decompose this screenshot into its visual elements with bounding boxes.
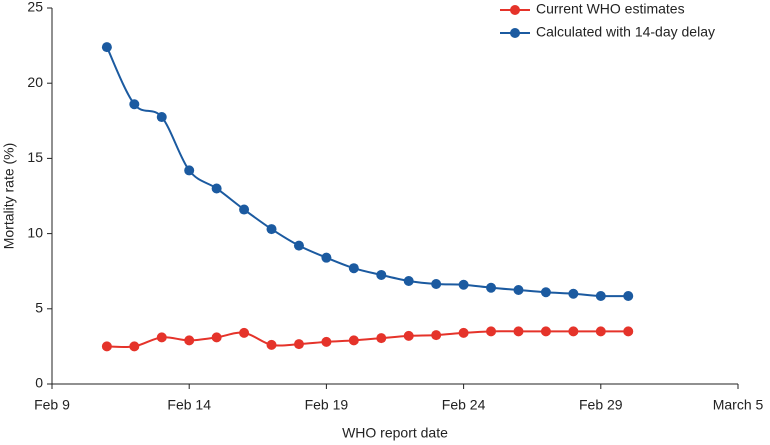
data-point [431, 330, 442, 341]
x-tick-label: Feb 24 [442, 397, 486, 413]
legend-marker [510, 5, 520, 15]
data-point [540, 287, 551, 298]
data-point [266, 224, 277, 235]
data-point [293, 339, 304, 350]
data-point [486, 326, 497, 337]
data-point [156, 332, 167, 343]
data-point [348, 335, 359, 346]
data-point [486, 282, 497, 293]
data-point [321, 252, 332, 263]
x-tick-label: Feb 9 [34, 397, 70, 413]
data-point [348, 263, 359, 274]
legend-label: Current WHO estimates [536, 1, 685, 17]
data-point [184, 165, 195, 176]
data-point [568, 288, 579, 299]
y-tick-label: 25 [27, 0, 43, 15]
data-point [513, 285, 524, 295]
y-tick-label: 10 [27, 224, 43, 240]
data-point [239, 327, 250, 338]
x-tick-label: Feb 19 [305, 397, 349, 413]
data-point [293, 240, 304, 251]
x-tick-label: Feb 14 [167, 397, 211, 413]
data-point [568, 326, 579, 337]
data-point [101, 341, 112, 352]
data-point [266, 339, 277, 350]
data-point [129, 341, 140, 352]
data-point [431, 278, 442, 289]
data-point [321, 336, 332, 347]
data-point [513, 326, 524, 337]
data-point [595, 326, 606, 337]
data-point [595, 291, 606, 302]
legend-marker [510, 28, 520, 38]
x-tick-label: Feb 29 [579, 397, 623, 413]
data-point [376, 333, 387, 344]
data-point [376, 269, 387, 280]
y-tick-label: 20 [27, 74, 43, 90]
data-point [211, 332, 222, 343]
data-point [458, 327, 469, 338]
legend-label: Calculated with 14-day delay [536, 24, 715, 40]
x-axis-title: WHO report date [342, 425, 448, 441]
data-point [211, 183, 222, 194]
y-tick-label: 5 [35, 300, 43, 316]
x-tick-label: March 5 [713, 397, 764, 413]
y-tick-label: 0 [35, 375, 43, 391]
data-point [129, 99, 140, 110]
data-point [403, 330, 414, 341]
data-point [101, 42, 112, 53]
data-point [540, 326, 551, 337]
data-point [156, 112, 167, 123]
y-axis-title: Mortality rate (%) [1, 143, 17, 250]
data-point [184, 335, 195, 346]
data-point [403, 275, 414, 286]
y-tick-label: 15 [27, 149, 43, 165]
data-point [239, 204, 250, 215]
data-point [458, 279, 469, 290]
data-point [623, 291, 634, 302]
data-point [623, 326, 634, 337]
